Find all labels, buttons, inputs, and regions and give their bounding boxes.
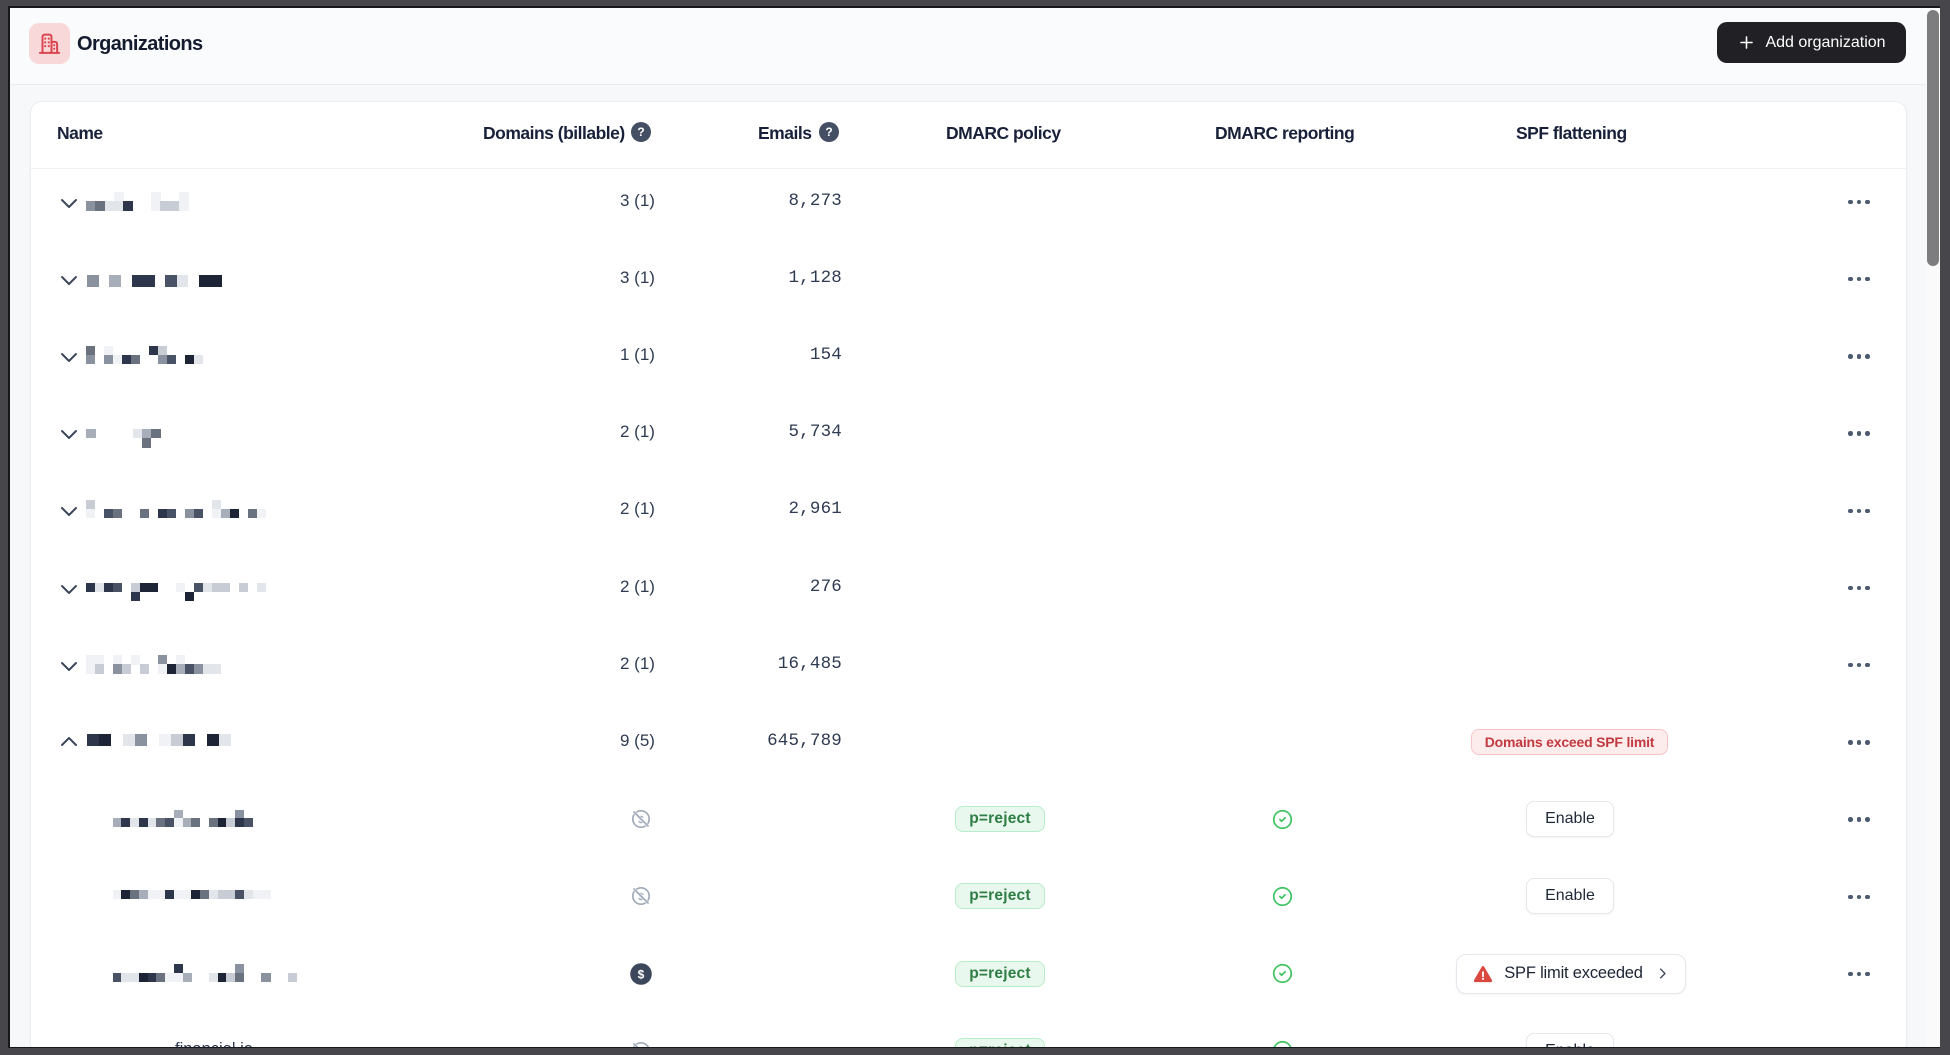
svg-text:$: $: [638, 1046, 644, 1047]
svg-text:$: $: [638, 967, 645, 981]
